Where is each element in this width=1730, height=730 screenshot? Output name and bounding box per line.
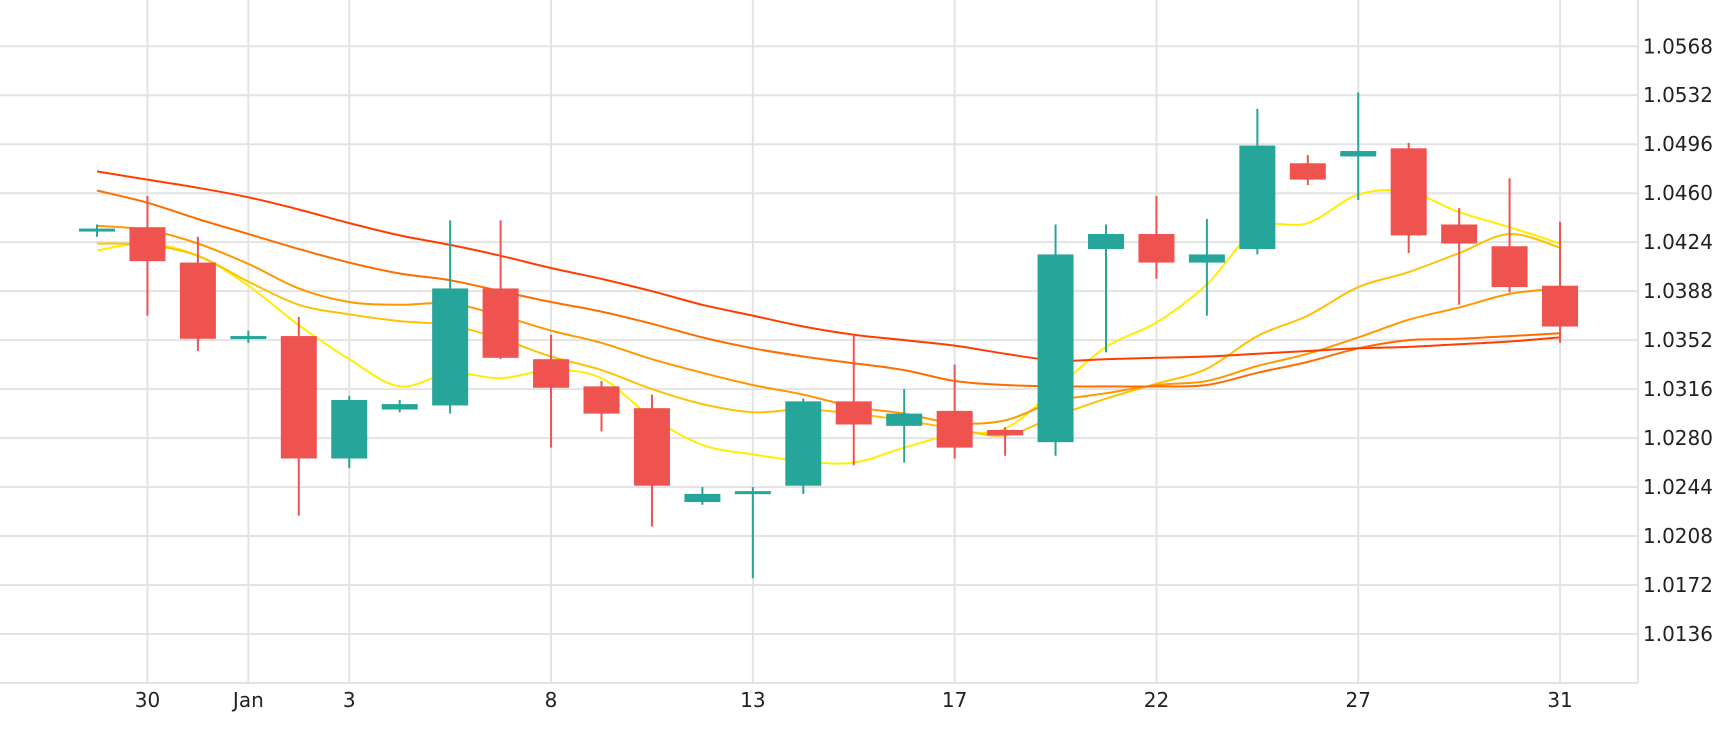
x-tick-label: 30 — [135, 688, 160, 712]
candle-body — [381, 404, 418, 410]
candle-body — [987, 429, 1024, 436]
candle-up — [684, 487, 721, 505]
candle-up — [230, 330, 267, 343]
candle-body — [835, 401, 872, 425]
candle-down — [1390, 142, 1427, 254]
candle-body — [1239, 145, 1276, 249]
candle-up — [1037, 224, 1074, 456]
candle-body — [1340, 151, 1377, 157]
candle-down — [1441, 208, 1478, 305]
y-tick-label: 1.0280 — [1643, 426, 1713, 450]
y-tick-label: 1.0244 — [1643, 475, 1713, 499]
candle-body — [734, 491, 771, 495]
candle-body — [1088, 234, 1124, 249]
y-tick-label: 1.0460 — [1643, 181, 1713, 205]
candle-body — [1037, 254, 1074, 443]
x-tick-label: 22 — [1144, 688, 1169, 712]
moving-average-lines — [96, 170, 1561, 465]
candle-up — [1340, 92, 1377, 201]
y-tick-label: 1.0316 — [1643, 377, 1713, 401]
moving-average-line-2 — [96, 232, 1561, 437]
candle-body — [886, 413, 923, 426]
y-tick-label: 1.0172 — [1643, 573, 1713, 597]
x-tick-label: 31 — [1547, 688, 1572, 712]
candle-body — [1390, 148, 1427, 236]
candle-body — [533, 359, 570, 388]
y-tick-label: 1.0388 — [1643, 279, 1713, 303]
candle-body — [785, 401, 822, 486]
y-tick-label: 1.0496 — [1643, 132, 1713, 156]
candle-down — [1138, 195, 1175, 279]
y-tick-label: 1.0568 — [1643, 34, 1713, 58]
y-tick-label: 1.0352 — [1643, 328, 1713, 352]
x-tick-label: Jan — [231, 688, 264, 712]
candle-body — [1188, 254, 1225, 263]
candle-up — [734, 487, 771, 579]
candle-body — [583, 386, 620, 414]
candle-body — [432, 288, 469, 406]
candle-body — [1138, 234, 1175, 263]
candle-body — [482, 288, 519, 358]
candle-up — [1088, 224, 1124, 353]
moving-average-line-5 — [96, 170, 1561, 362]
candle-down — [1289, 155, 1326, 186]
y-tick-label: 1.0136 — [1643, 622, 1713, 646]
x-tick-label: 13 — [740, 688, 765, 712]
moving-average-line-3 — [96, 224, 1561, 425]
x-tick-label: 8 — [545, 688, 558, 712]
candle-body — [684, 493, 721, 503]
candle-body — [1491, 246, 1528, 288]
candle-down — [633, 394, 670, 527]
moving-average-line-4 — [96, 189, 1561, 388]
candle-body — [79, 228, 115, 232]
candles — [79, 92, 1579, 579]
candle-down — [533, 334, 570, 448]
candle-down — [835, 336, 872, 466]
candle-up — [79, 224, 115, 237]
candle-down — [583, 380, 620, 432]
candle-up — [331, 395, 368, 469]
candle-up — [1239, 108, 1276, 255]
candle-body — [179, 262, 216, 339]
candle-down — [129, 195, 166, 316]
candle-body — [1289, 163, 1326, 180]
horizontal-gridlines — [0, 45, 1638, 636]
y-tick-label: 1.0208 — [1643, 524, 1713, 548]
x-tick-label: 17 — [942, 688, 967, 712]
moving-average-line-1 — [96, 189, 1561, 465]
candle-down — [482, 220, 519, 360]
candle-body — [129, 227, 166, 262]
y-tick-label: 1.0532 — [1643, 83, 1713, 107]
candle-up — [1188, 219, 1225, 316]
candle-down — [280, 317, 317, 516]
candle-down — [936, 364, 973, 459]
candle-up — [381, 400, 418, 413]
candle-body — [280, 336, 317, 459]
candle-body — [1542, 285, 1579, 327]
x-axis: 30 Jan 3 8 13 17 22 27 31 — [135, 688, 1573, 712]
candle-up — [785, 398, 822, 494]
candle-body — [936, 410, 973, 448]
candle-down — [987, 427, 1024, 456]
x-tick-label: 3 — [343, 688, 356, 712]
candle-down — [1542, 221, 1579, 343]
candle-down — [1491, 178, 1528, 293]
y-axis: 1.0568 1.0532 1.0496 1.0460 1.0424 1.0388 1.03… — [1643, 34, 1713, 646]
candle-up — [432, 220, 469, 414]
candle-body — [1441, 224, 1478, 244]
candle-up — [886, 389, 923, 463]
candle-body — [633, 408, 670, 486]
candle-down — [179, 236, 216, 352]
y-tick-label: 1.0424 — [1643, 230, 1713, 254]
candle-body — [230, 336, 267, 340]
candle-body — [331, 400, 368, 459]
x-tick-label: 27 — [1346, 688, 1371, 712]
